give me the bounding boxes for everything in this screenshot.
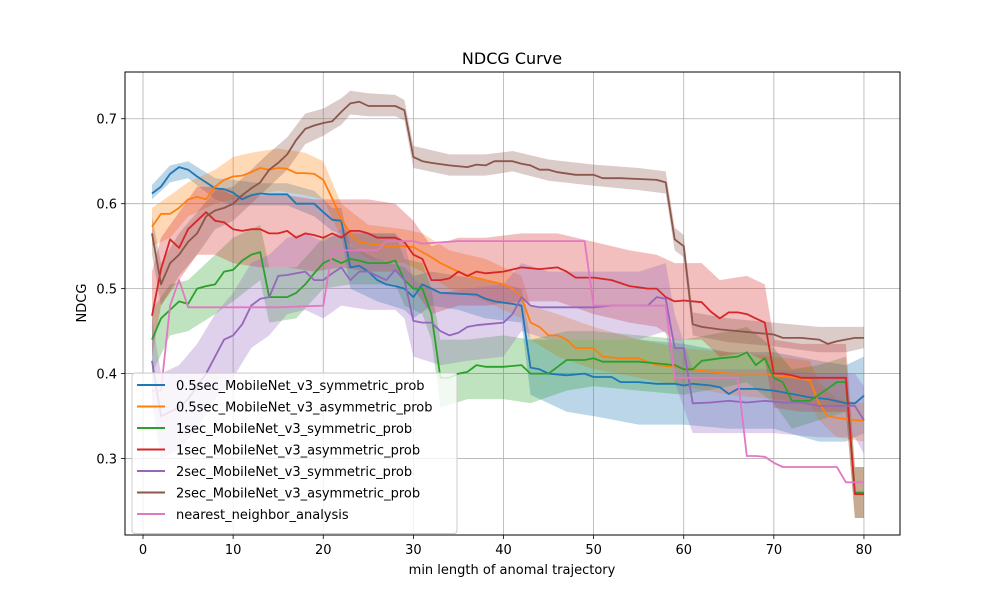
legend-entry: nearest_neighbor_analysis (176, 508, 349, 523)
y-axis-label: NDCG (75, 284, 90, 323)
y-tick-label: 0.3 (96, 453, 117, 468)
x-tick-label: 30 (405, 543, 422, 558)
line-0.5sec_MobileNet_v3_symmetric_prob (151, 166, 865, 405)
band-2sec_MobileNet_v3_symmetric_prob (152, 229, 864, 459)
y-tick-label: 0.6 (96, 198, 117, 213)
y-tick-label: 0.7 (96, 113, 117, 128)
x-tick-label: 60 (675, 543, 692, 558)
legend-entry: 2sec_MobileNet_v3_asymmetric_prob (176, 487, 420, 502)
line-0.5sec_MobileNet_v3_asymmetric_prob (151, 167, 864, 422)
legend-entry: 0.5sec_MobileNet_v3_symmetric_prob (176, 379, 425, 394)
x-tick-label: 70 (766, 543, 783, 558)
x-tick-label: 50 (585, 543, 602, 558)
legend: 0.5sec_MobileNet_v3_symmetric_prob 0.5sec… (131, 372, 458, 534)
chart-title: NDCG Curve (462, 49, 562, 68)
legend-entry: 1sec_MobileNet_v3_symmetric_prob (176, 422, 412, 437)
legend-entry: 1sec_MobileNet_v3_asymmetric_prob (176, 444, 420, 459)
line-nearest_neighbor_analysis (152, 240, 864, 484)
legend-entry: 0.5sec_MobileNet_v3_asymmetric_prob (176, 401, 433, 416)
band-0.5sec_MobileNet_v3_symmetric_prob (152, 161, 864, 442)
band-1sec_MobileNet_v3_symmetric_prob (152, 224, 864, 518)
legend-entry: 2sec_MobileNet_v3_symmetric_prob (176, 465, 412, 480)
x-axis-ticks: 0 10 20 30 40 50 60 70 80 (139, 535, 872, 558)
y-tick-label: 0.5 (96, 283, 117, 298)
x-axis-label: min length of anomal trajectory (409, 563, 616, 578)
x-tick-label: 10 (225, 543, 242, 558)
line-2sec_MobileNet_v3_symmetric_prob (151, 266, 865, 421)
x-tick-label: 80 (856, 543, 873, 558)
x-tick-label: 20 (315, 543, 332, 558)
y-tick-label: 0.4 (96, 368, 117, 383)
y-axis-ticks: 0.3 0.4 0.5 0.6 0.7 (96, 113, 125, 468)
x-tick-label: 0 (139, 543, 147, 558)
x-tick-label: 40 (495, 543, 512, 558)
line-1sec_MobileNet_v3_asymmetric_prob (151, 211, 864, 496)
axes-frame (124, 71, 901, 536)
line-2sec_MobileNet_v3_asymmetric_prob (151, 100, 864, 345)
legend-box (131, 372, 458, 534)
band-2sec_MobileNet_v3_asymmetric_prob (152, 90, 864, 353)
